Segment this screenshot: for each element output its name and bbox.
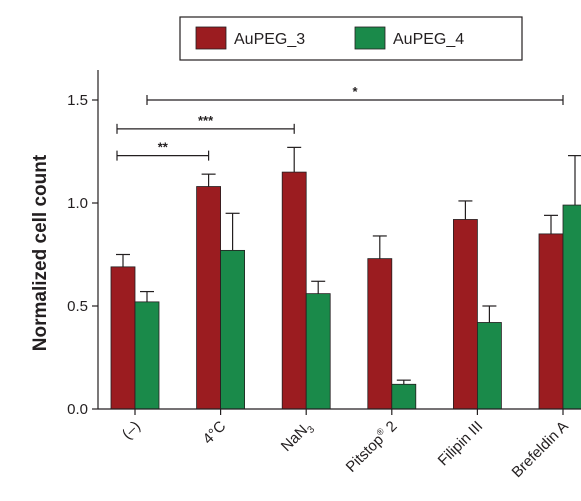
bar-aupeg-3 xyxy=(538,233,564,410)
x-tick-label: 4°C xyxy=(200,418,230,448)
x-tick-label: Filipin III xyxy=(435,418,487,470)
bar-aupeg-4 xyxy=(476,322,502,410)
bar-aupeg-4 xyxy=(562,204,581,410)
bar-aupeg-4 xyxy=(134,301,160,410)
x-axis: (–) 4°C NaN3 Pitstop® 2 Filipin III Brefeldin… xyxy=(98,408,581,481)
error-bars xyxy=(116,146,581,385)
bar-aupeg-4 xyxy=(391,383,417,410)
bars xyxy=(110,171,581,410)
legend-label: AuPEG_4 xyxy=(393,31,464,48)
bar-aupeg-4 xyxy=(305,293,331,410)
bar-aupeg-3 xyxy=(196,186,222,410)
legend-label: AuPEG_3 xyxy=(234,31,305,48)
y-tick-label: 0.5 xyxy=(67,298,88,315)
x-tick-label: Brefeldin A xyxy=(509,418,572,481)
x-tick-label: Pitstop® 2 xyxy=(342,417,401,476)
x-tick-label: NaN3 xyxy=(278,417,318,457)
significance-label: *** xyxy=(198,113,214,128)
y-axis: 0.0 0.5 1.0 1.5 xyxy=(67,70,99,418)
y-tick-label: 1.5 xyxy=(67,92,88,109)
significance-label: ** xyxy=(158,140,169,155)
y-axis-label: Normalized cell count xyxy=(30,154,51,351)
y-tick-label: 0.0 xyxy=(67,401,88,418)
bar-aupeg-4 xyxy=(220,249,246,410)
legend-swatch xyxy=(195,26,227,50)
legend-swatch xyxy=(354,26,386,50)
y-tick-label: 1.0 xyxy=(67,195,88,212)
bar-aupeg-3 xyxy=(110,266,136,410)
legend: AuPEG_3 AuPEG_4 xyxy=(179,16,523,61)
bar-aupeg-3 xyxy=(367,258,393,410)
x-tick-label: (–) xyxy=(119,418,144,443)
legend-box xyxy=(179,16,523,61)
significance-brackets: ****** xyxy=(116,84,564,161)
bar-aupeg-3 xyxy=(452,219,478,410)
significance-label: * xyxy=(352,84,358,99)
bar-aupeg-3 xyxy=(281,171,307,410)
